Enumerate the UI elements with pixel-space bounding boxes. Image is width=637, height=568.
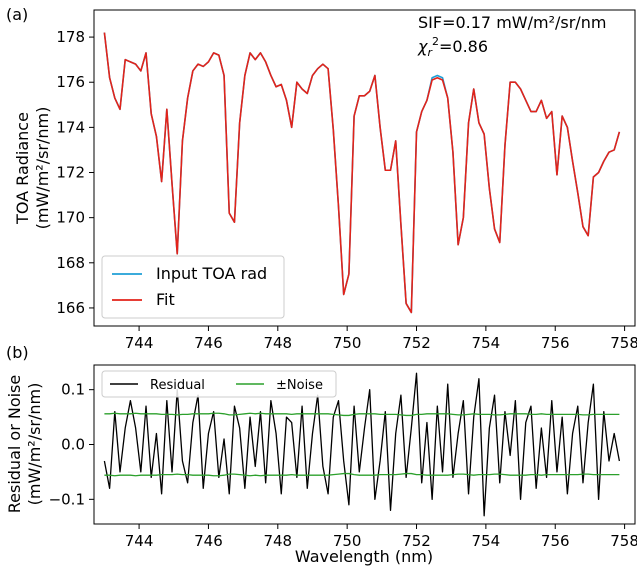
panel-b-label: (b) (6, 343, 29, 362)
panel-a-label: (a) (6, 5, 28, 24)
panel-a-plot-frame (93, 9, 636, 327)
panel-a-xtick-label: 756 (541, 334, 570, 352)
panel-b-ytick-label: −0.1 (49, 490, 85, 508)
panel-b-xtick-label: 746 (194, 532, 223, 550)
series-line-residual (103, 372, 621, 517)
legend-label-noise: ±Noise (276, 378, 323, 393)
panel-a-series (103, 32, 621, 314)
panel-a-xtick-label: 758 (610, 334, 637, 352)
panel-a-xtick-label: 754 (472, 334, 501, 352)
panel-b-legend-box (101, 370, 337, 398)
panel-a-legend: Input TOA rad Fit (101, 255, 285, 319)
legend-label-input-toa: Input TOA rad (156, 264, 267, 283)
panel-a-y-ticks: 166 168 170 172 174 176 178 (56, 28, 94, 317)
panel-b-xtick-label: 756 (541, 532, 570, 550)
panel-b-ylabel-line2: (mW/m²/sr/nm) (25, 383, 44, 506)
panel-a-ylabel-line2: (mW/m²/sr/nm) (33, 107, 52, 230)
legend-label-residual: Residual (150, 378, 205, 393)
panel-a-ytick-label: 174 (56, 118, 85, 136)
panel-b-xtick-label: 750 (333, 532, 362, 550)
panel-a: (a) 166 168 170 172 174 176 178 744 746 748 750 75… (6, 5, 637, 352)
legend-label-fit: Fit (156, 290, 175, 309)
panel-a-xtick-label: 750 (333, 334, 362, 352)
panel-b-xtick-label: 752 (402, 532, 431, 550)
panel-a-xtick-label: 752 (402, 334, 431, 352)
panel-b: (b) −0.10.00.1 744 746 748 750 752 754 756 758 … (5, 343, 637, 566)
panel-a-ylabel-line1: TOA Radiance (13, 112, 32, 225)
panel-a-ytick-label: 170 (56, 209, 85, 227)
panel-a-ytick-label: 176 (56, 73, 85, 91)
panel-b-x-ticks: 744 746 748 750 752 754 756 758 (125, 524, 637, 550)
panel-a-ytick-label: 178 (56, 28, 85, 46)
panel-b-ytick-label: 0.1 (61, 381, 85, 399)
panel-a-xtick-label: 746 (194, 334, 223, 352)
series-line-fit (103, 32, 621, 314)
panel-b-legend: Residual ±Noise (101, 370, 337, 398)
panel-b-xtick-label: 754 (472, 532, 501, 550)
panel-a-xtick-label: 744 (125, 334, 154, 352)
panel-b-ylabel-line1: Residual or Noise (5, 375, 24, 514)
panel-b-y-ticks: −0.1 0.0 0.1 (49, 381, 94, 508)
annotation-sif: SIF=0.17 mW/m²/sr/nm (418, 13, 606, 32)
panel-a-x-ticks: 744 746 748 750 752 754 756 758 (125, 326, 637, 352)
panel-b-xtick-label: 758 (610, 532, 637, 550)
annotation-chi2: χr2=0.86 (417, 35, 488, 59)
panel-b-xtick-label: 744 (125, 532, 154, 550)
panel-b-xlabel: Wavelength (nm) (295, 547, 433, 566)
panel-b-xtick-label: 748 (263, 532, 292, 550)
panel-b-series (103, 372, 621, 517)
series-line-noise-upper (104, 412, 620, 417)
series-line-noise-lower (104, 472, 620, 477)
panel-a-ytick-label: 166 (56, 299, 85, 317)
panel-a-ytick-label: 172 (56, 164, 85, 182)
panel-a-xtick-label: 748 (263, 334, 292, 352)
panel-b-ytick-label: 0.0 (61, 436, 85, 454)
panel-a-legend-box (101, 255, 285, 319)
panel-a-ytick-label: 168 (56, 254, 85, 272)
